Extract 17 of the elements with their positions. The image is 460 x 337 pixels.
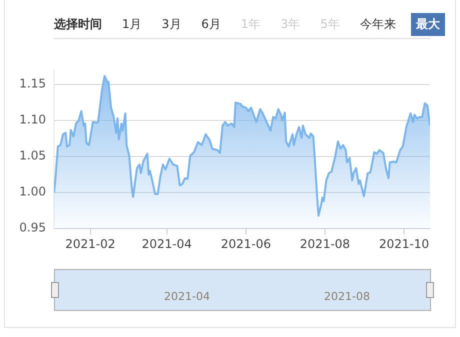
y-tick-label: 1.00 <box>19 184 46 199</box>
text: 最大 <box>410 12 445 36</box>
text: 今年来 <box>358 16 397 32</box>
text: 1月 <box>121 16 143 32</box>
x-tick-label: 2021-02 <box>65 236 116 251</box>
range-slider: 2021-04 2021-08 <box>54 269 431 311</box>
text: 选择时间 <box>54 16 103 32</box>
x-tick-label: 2021-04 <box>142 236 192 251</box>
y-tick-label: 1.05 <box>19 148 46 163</box>
text: 6月 <box>200 16 222 32</box>
x-tick-label: 2021-06 <box>220 236 271 251</box>
y-tick-label: 0.95 <box>19 220 46 235</box>
y-tick-label: 1.10 <box>19 112 46 127</box>
text: 3月 <box>160 16 182 32</box>
y-tick-label: 1.15 <box>19 76 46 91</box>
x-tick-label: 2021-10 <box>379 236 430 251</box>
x-tick-label: 2021-08 <box>300 236 350 251</box>
